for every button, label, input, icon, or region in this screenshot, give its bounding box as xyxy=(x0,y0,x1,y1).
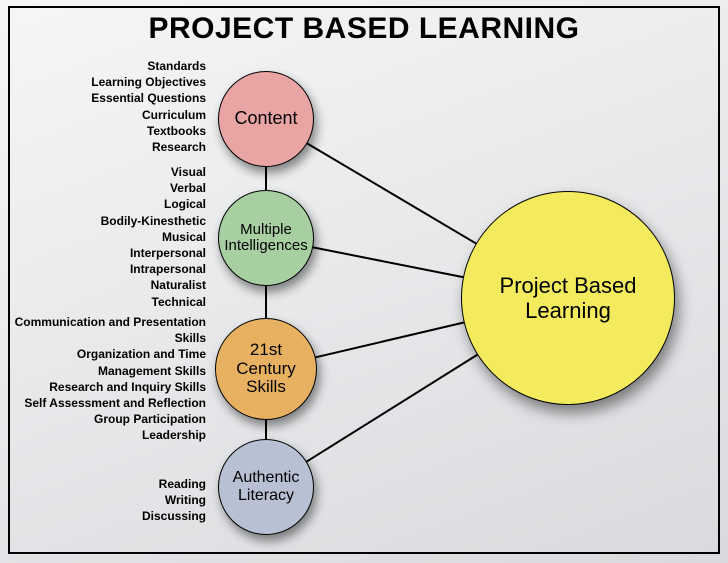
node-century-skills: 21st Century Skills xyxy=(215,318,317,420)
desc-item: Verbal xyxy=(6,180,206,196)
desc-authentic-literacy: ReadingWritingDiscussing xyxy=(6,476,206,525)
desc-item: Organization and Time Management Skills xyxy=(6,346,206,378)
node-label: Content xyxy=(234,109,297,129)
desc-item: Intrapersonal xyxy=(6,261,206,277)
node-content: Content xyxy=(218,71,314,167)
diagram-stage: Project Based LearningContentStandardsLe… xyxy=(8,6,720,554)
desc-item: Self Assessment and Reflection xyxy=(6,395,206,411)
node-label: 21st Century Skills xyxy=(222,341,310,397)
hub-project-based-learning: Project Based Learning xyxy=(461,191,675,405)
desc-item: Learning Objectives xyxy=(6,74,206,90)
desc-item: Visual xyxy=(6,164,206,180)
hub-label: Project Based Learning xyxy=(462,273,674,324)
desc-item: Technical xyxy=(6,294,206,310)
desc-multiple-intelligences: VisualVerbalLogicalBodily-KinestheticMus… xyxy=(6,164,206,310)
desc-item: Logical xyxy=(6,196,206,212)
desc-item: Communication and Presentation Skills xyxy=(6,314,206,346)
desc-content: StandardsLearning ObjectivesEssential Qu… xyxy=(6,58,206,155)
desc-item: Group Participation xyxy=(6,411,206,427)
desc-item: Textbooks xyxy=(6,123,206,139)
desc-item: Musical xyxy=(6,229,206,245)
desc-item: Curriculum xyxy=(6,107,206,123)
desc-item: Research and Inquiry Skills xyxy=(6,379,206,395)
desc-century-skills: Communication and Presentation SkillsOrg… xyxy=(6,314,206,444)
node-authentic-literacy: Authentic Literacy xyxy=(218,439,314,535)
desc-item: Writing xyxy=(6,492,206,508)
desc-item: Reading xyxy=(6,476,206,492)
desc-item: Essential Questions xyxy=(6,90,206,106)
desc-item: Bodily-Kinesthetic xyxy=(6,213,206,229)
node-multiple-intelligences: Multiple Intelligences xyxy=(218,190,314,286)
desc-item: Discussing xyxy=(6,508,206,524)
node-label: Authentic Literacy xyxy=(225,469,307,504)
desc-item: Interpersonal xyxy=(6,245,206,261)
desc-item: Naturalist xyxy=(6,277,206,293)
desc-item: Standards xyxy=(6,58,206,74)
desc-item: Research xyxy=(6,139,206,155)
node-label: Multiple Intelligences xyxy=(224,222,307,255)
desc-item: Leadership xyxy=(6,427,206,443)
